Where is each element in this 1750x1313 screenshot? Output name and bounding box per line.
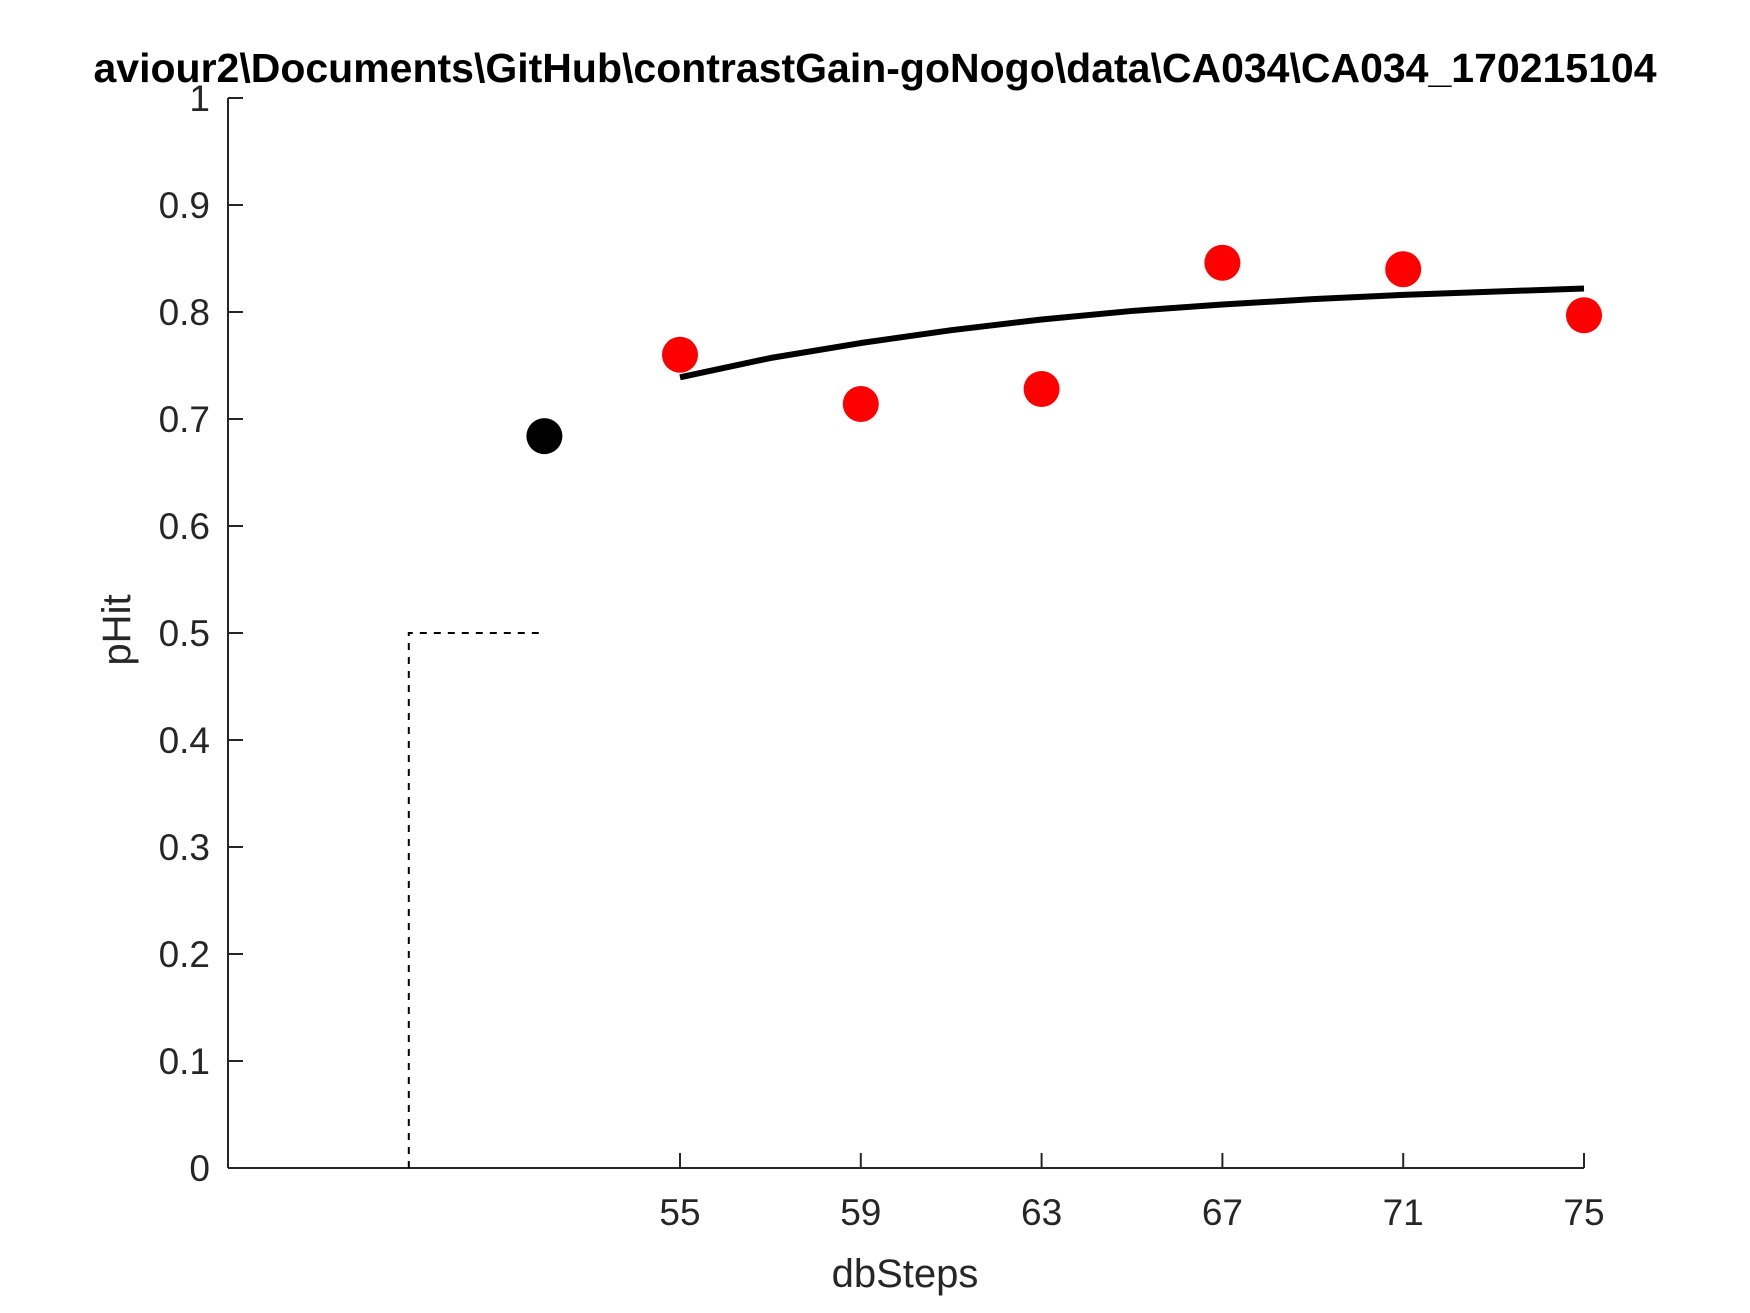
y-tick-label: 0.4: [159, 720, 210, 761]
data-point: [1023, 371, 1060, 408]
axes: 0 0.1 0.2 0.3 0.4 0.5 0.6 0.7 0.8 0.9 1 55 59 63 67 71 7…: [159, 78, 1605, 1233]
data-point: [526, 418, 563, 455]
x-tick-label: 59: [840, 1192, 881, 1233]
data-point: [1566, 297, 1602, 334]
x-tick-label: 63: [1021, 1192, 1062, 1233]
y-tick-label: 0.7: [159, 399, 210, 440]
x-tick-label: 71: [1383, 1192, 1424, 1233]
y-tick-label: 0: [189, 1148, 210, 1189]
marks: [407, 244, 1602, 1168]
y-tick-label: 0.2: [159, 934, 210, 975]
x-axis-label: dbSteps: [832, 1252, 979, 1296]
data-point: [1385, 251, 1422, 288]
y-tick-label: 0.1: [159, 1041, 210, 1082]
x-tick-label: 75: [1563, 1192, 1604, 1233]
y-tick-label: 0.6: [159, 506, 210, 547]
y-tick-label: 1: [189, 78, 210, 119]
data-point: [1204, 244, 1241, 281]
fit-curve: [679, 285, 1585, 381]
x-tick-label: 67: [1202, 1192, 1243, 1233]
y-axis-label: pHit: [95, 594, 139, 665]
chart-title: aviour2\Documents\GitHub\contrastGain-go…: [93, 45, 1656, 91]
y-tick-label: 0.5: [159, 613, 210, 654]
y-tick-label: 0.8: [159, 292, 210, 333]
data-point: [842, 386, 879, 423]
y-tick-label: 0.3: [159, 827, 210, 868]
y-tick-label: 0.9: [159, 185, 210, 226]
data-point: [662, 336, 698, 373]
threshold-line: [407, 632, 545, 1168]
x-tick-label: 55: [659, 1192, 700, 1233]
